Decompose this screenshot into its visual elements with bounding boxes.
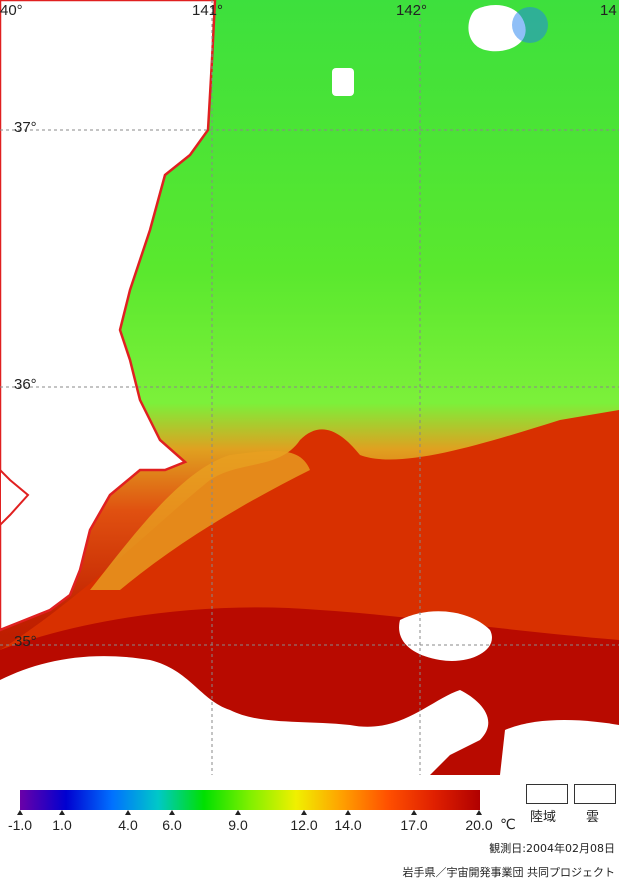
land-key-label: 陸域 xyxy=(530,810,557,825)
scale-tick-mark xyxy=(345,810,351,815)
graticule xyxy=(0,0,619,775)
scale-tick-mark xyxy=(169,810,175,815)
peninsula xyxy=(0,468,30,527)
scale-tick-mark xyxy=(301,810,307,815)
scale-tick-label: 9.0 xyxy=(228,817,248,833)
cloud-key-swatch xyxy=(574,784,616,804)
scale-tick-label: 4.0 xyxy=(118,817,138,833)
cloud-key-label: 雲 xyxy=(586,810,600,825)
scale-tick-label: 6.0 xyxy=(162,817,182,833)
scale-tick-mark xyxy=(59,810,65,815)
scale-tick-mark xyxy=(125,810,131,815)
scale-tick-label: 1.0 xyxy=(52,817,72,833)
longitude-label-141: 141° xyxy=(192,2,224,19)
scale-tick-label: 20.0 xyxy=(465,817,493,833)
transition-band xyxy=(90,450,310,590)
cloud-area xyxy=(500,720,619,775)
observation-date: 観測日:2004年02月08日 xyxy=(489,842,615,855)
longitude-label-143: 14 xyxy=(600,2,617,19)
longitude-label-140: 40° xyxy=(0,2,23,19)
cloud-area xyxy=(399,611,492,661)
scale-tick-label: 12.0 xyxy=(290,817,318,833)
scale-tick-mark xyxy=(235,810,241,815)
scale-tick-mark xyxy=(411,810,417,815)
scale-tick-label: 17.0 xyxy=(400,817,428,833)
scale-tick-mark xyxy=(476,810,482,815)
land-key-swatch xyxy=(526,784,568,804)
temperature-unit: ℃ xyxy=(500,817,516,833)
sea-surface-temperature-map xyxy=(0,0,619,775)
scale-tick-label: -1.0 xyxy=(7,817,33,833)
latitude-label-37: 37° xyxy=(14,119,37,136)
color-scale-legend xyxy=(17,790,482,815)
land-area xyxy=(0,0,217,632)
scale-tick-mark xyxy=(17,810,23,815)
cloud-area xyxy=(0,656,489,775)
latitude-label-35: 35° xyxy=(14,633,37,650)
cloud-area xyxy=(468,5,526,52)
color-scale-tick-marks xyxy=(17,810,482,815)
scale-tick-label: 14.0 xyxy=(334,817,362,833)
longitude-label-142: 142° xyxy=(396,2,428,19)
color-scale-bar xyxy=(20,790,480,810)
credit-line: 岩手県／宇宙開発事業団 共同プロジェクト xyxy=(402,866,616,879)
latitude-label-36: 36° xyxy=(14,376,37,393)
cloud-area xyxy=(332,68,354,96)
